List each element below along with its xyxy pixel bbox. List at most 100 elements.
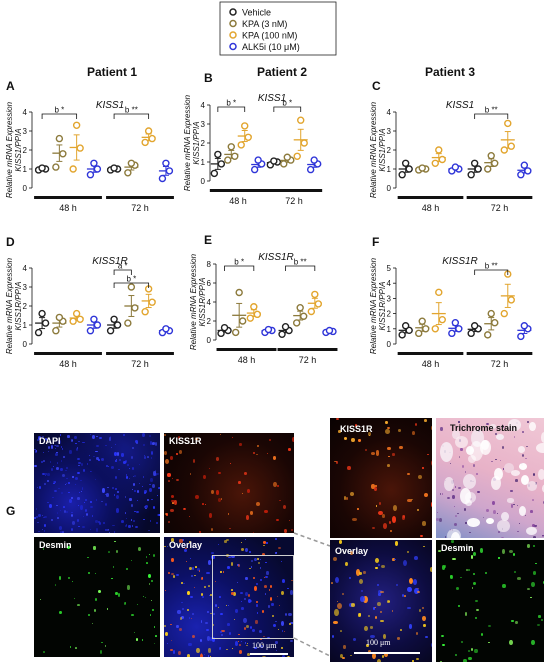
cell-speck: [183, 583, 185, 585]
cell-speck: [430, 567, 432, 572]
data-point: [231, 328, 240, 337]
cell-speck: [104, 644, 107, 647]
chart-title: KISS1: [446, 100, 474, 111]
cell-speck: [151, 579, 154, 583]
cell-speck: [189, 566, 193, 571]
cell-speck: [55, 504, 59, 507]
cell-speck: [542, 483, 544, 493]
cell-speck: [510, 470, 520, 477]
cell-speck: [246, 488, 250, 494]
group-bar: [265, 189, 323, 192]
cell-speck: [388, 521, 391, 524]
cell-speck: [280, 647, 284, 650]
data-point: [270, 157, 278, 165]
cell-speck: [271, 614, 274, 618]
data-point: [310, 156, 318, 164]
micrograph-desmin: Desmin: [34, 537, 160, 657]
cell-speck: [284, 630, 286, 632]
cell-speck: [241, 541, 243, 543]
micrograph-label: Desmin: [39, 540, 72, 550]
cell-speck: [373, 487, 377, 492]
cell-speck: [382, 523, 387, 529]
cell-speck: [59, 433, 62, 436]
cell-speck: [498, 530, 500, 533]
cell-speck: [542, 581, 544, 584]
cell-speck: [271, 602, 274, 607]
cell-speck: [42, 528, 44, 530]
group-bar: [466, 196, 533, 199]
cell-speck: [234, 609, 238, 613]
cell-speck: [201, 653, 203, 655]
cell-speck: [88, 614, 91, 616]
cell-speck: [419, 609, 421, 613]
cell-speck: [143, 518, 145, 520]
cell-speck: [106, 493, 109, 497]
cell-speck: [76, 447, 78, 449]
cell-speck: [257, 558, 259, 561]
y-tick-label: 2: [387, 146, 392, 155]
cell-speck: [416, 658, 419, 660]
cell-speck: [121, 519, 124, 523]
cell-speck: [133, 631, 136, 634]
cell-speck: [351, 437, 355, 442]
cell-speck: [343, 645, 346, 650]
cell-speck: [524, 514, 527, 516]
cell-speck: [115, 458, 118, 460]
cell-speck: [196, 568, 200, 571]
cell-speck: [334, 609, 339, 617]
cell-speck: [367, 649, 372, 653]
cell-speck: [76, 519, 79, 522]
cell-speck: [245, 515, 250, 521]
cell-speck: [385, 429, 390, 435]
cell-speck: [532, 545, 535, 548]
cell-speck: [276, 518, 279, 521]
cell-speck: [131, 614, 134, 617]
cell-speck: [461, 465, 465, 468]
data-point: [451, 163, 460, 171]
data-point: [93, 165, 102, 173]
cell-speck: [265, 575, 268, 578]
cell-speck: [212, 624, 215, 626]
cell-speck: [83, 515, 85, 518]
cell-speck: [277, 485, 280, 487]
cell-speck: [56, 452, 58, 454]
cell-speck: [517, 445, 525, 453]
cell-speck: [339, 653, 343, 658]
cell-speck: [52, 465, 55, 467]
scale-bar: [250, 653, 288, 655]
y-tick-label: 0: [23, 184, 28, 193]
cell-speck: [98, 436, 102, 440]
cell-speck: [190, 595, 193, 599]
data-point: [55, 313, 64, 322]
cell-speck: [147, 499, 149, 501]
cell-speck: [509, 549, 513, 553]
data-point: [250, 165, 259, 174]
micrograph-desmin-zoom: Desmin: [436, 540, 544, 662]
cell-speck: [440, 427, 443, 431]
panel-letter: A: [6, 79, 15, 93]
cell-speck: [259, 558, 261, 561]
cell-speck: [146, 455, 150, 459]
cell-speck: [89, 459, 92, 461]
cell-speck: [447, 497, 450, 500]
data-point: [431, 325, 439, 333]
cell-speck: [195, 437, 198, 440]
cell-speck: [71, 439, 74, 442]
cell-speck: [78, 441, 80, 443]
cell-speck: [145, 562, 149, 565]
cell-speck: [72, 521, 76, 525]
cell-speck: [250, 600, 253, 603]
cell-speck: [37, 439, 40, 442]
cell-speck: [152, 441, 155, 445]
cell-speck: [90, 505, 93, 509]
cell-speck: [250, 559, 254, 563]
cell-speck: [269, 597, 273, 601]
cell-speck: [288, 448, 291, 451]
cell-speck: [183, 508, 186, 511]
cell-speck: [469, 546, 472, 549]
cell-speck: [113, 540, 116, 543]
inset-connector-bottom: [293, 637, 331, 657]
cell-speck: [422, 521, 427, 526]
cell-speck: [145, 504, 149, 508]
cell-speck: [420, 535, 423, 537]
